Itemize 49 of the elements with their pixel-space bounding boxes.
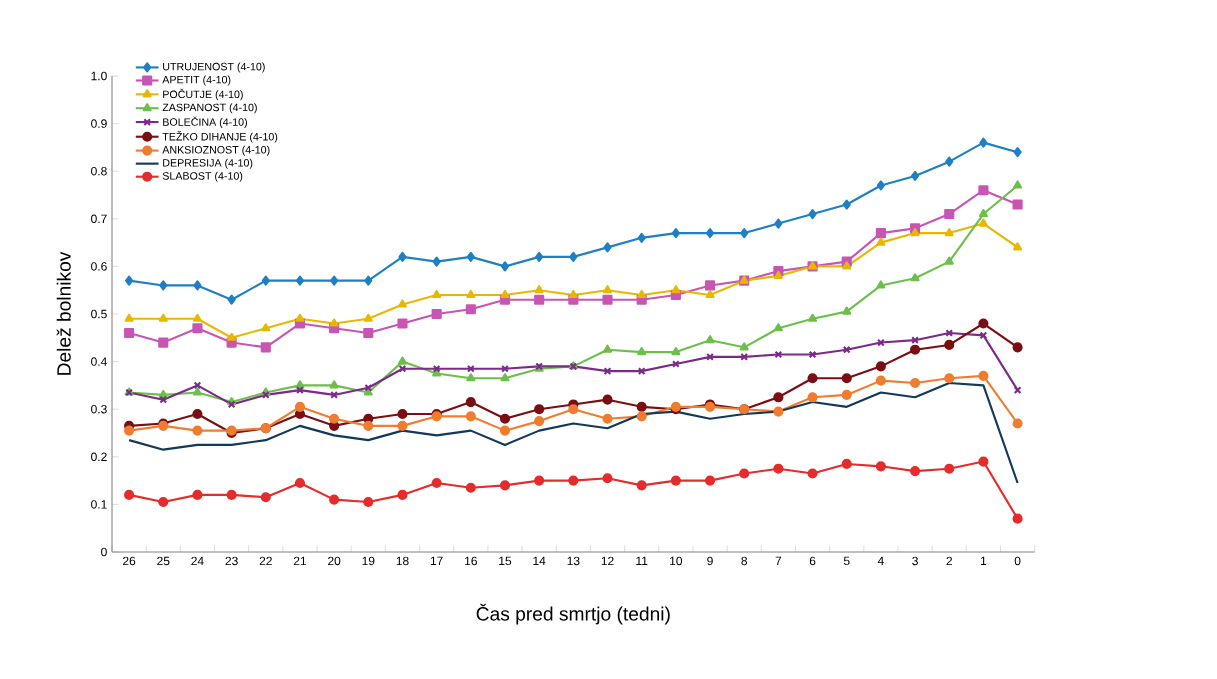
- x-axis-title: Čas pred smrtjo (tedni): [476, 603, 670, 625]
- x-tick-label: 16: [465, 556, 477, 566]
- x-tick-label: 1: [981, 556, 987, 565]
- x-tick-label: 8: [741, 556, 748, 566]
- y-axis-title: Delež bolnikov: [56, 251, 71, 375]
- x-tick-label: 22: [259, 556, 272, 566]
- y-tick-label: 0.9: [91, 119, 107, 128]
- y-tick-label: 0: [101, 547, 107, 557]
- y-tick-label: 0.5: [91, 309, 107, 319]
- x-tick-label: 15: [499, 556, 512, 566]
- legend-label: ANKSIOZNOST (4-10): [162, 145, 270, 156]
- x-tick-label: 26: [123, 556, 136, 566]
- y-tick-label: 0.1: [91, 500, 107, 509]
- x-tick-label: 25: [157, 556, 170, 566]
- y-tick-label: 0.4: [91, 357, 107, 366]
- x-tick-label: 23: [225, 556, 238, 566]
- legend-label: BOLEČINA (4-10): [163, 116, 247, 128]
- x-tick-label: 0: [1014, 556, 1021, 566]
- legend-label: APETIT (4-10): [162, 75, 231, 86]
- legend-label: DEPRESIJA (4-10): [163, 158, 253, 169]
- y-tick-label: 0.6: [91, 262, 107, 271]
- y-tick-label: 0.2: [91, 452, 107, 462]
- x-tick-label: 11: [636, 556, 648, 565]
- y-tick-label: 0.3: [91, 404, 107, 414]
- x-tick-label: 6: [809, 556, 816, 566]
- x-tick-label: 12: [601, 556, 614, 566]
- x-tick-label: 10: [670, 556, 683, 566]
- y-tick-label: 0.7: [91, 214, 107, 224]
- x-tick-label: 14: [533, 556, 546, 565]
- legend-label: POČUTJE (4-10): [163, 88, 243, 101]
- x-tick-label: 17: [430, 556, 443, 565]
- x-tick-label: 9: [707, 556, 713, 566]
- x-tick-label: 4: [877, 556, 884, 565]
- x-tick-label: 20: [328, 556, 341, 566]
- legend-label: UTRUJENOST (4-10): [163, 62, 265, 73]
- x-tick-label: 21: [293, 556, 307, 566]
- y-tick-label: 1.0: [91, 71, 107, 81]
- y-tick-label: 0.8: [91, 166, 107, 176]
- x-tick-label: 3: [912, 556, 918, 566]
- x-tick-label: 2: [946, 556, 952, 566]
- x-tick-label: 19: [362, 556, 375, 566]
- x-tick-label: 18: [396, 556, 409, 566]
- x-tick-label: 7: [775, 556, 782, 565]
- x-tick-label: 5: [843, 556, 850, 566]
- legend-label: TEŽKO DIHANJE (4-10): [162, 131, 278, 143]
- x-tick-label: 13: [567, 556, 580, 566]
- legend-label: SLABOST (4-10): [162, 171, 243, 182]
- legend-label: ZASPANOST (4-10): [162, 103, 257, 114]
- x-tick-label: 24: [191, 556, 204, 566]
